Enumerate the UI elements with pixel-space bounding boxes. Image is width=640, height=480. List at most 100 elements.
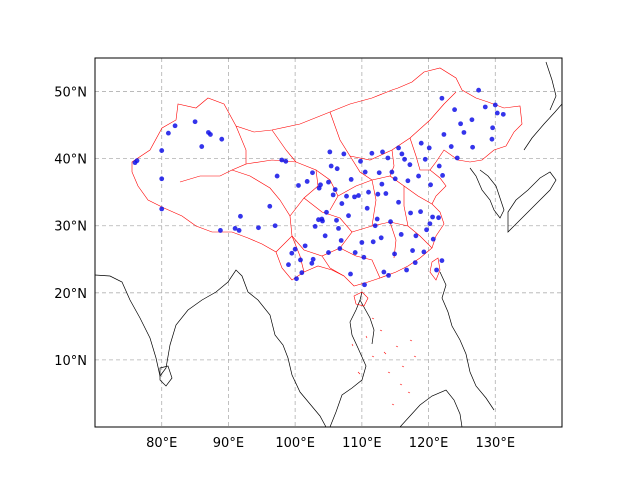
station-point [500, 111, 506, 117]
station-point [334, 217, 339, 223]
station-point [334, 166, 340, 172]
station-point [328, 163, 334, 169]
taiwan [429, 257, 441, 281]
station-point [304, 179, 310, 184]
station-point [218, 228, 223, 233]
station-point [309, 260, 315, 266]
philippines-coastline [439, 271, 495, 411]
station-point [421, 249, 427, 255]
station-point [392, 251, 397, 257]
y-tick-labels: 10°N 20°N 30°N 40°N 50°N [54, 86, 87, 369]
yunnan-border [291, 235, 345, 277]
station-point [396, 199, 401, 205]
station-point [320, 218, 325, 224]
station-point [267, 203, 273, 209]
station-point [344, 193, 349, 199]
station-point [381, 269, 387, 275]
station-point [398, 232, 404, 237]
station-point [159, 206, 165, 212]
station-point [326, 179, 331, 185]
station-point [482, 104, 488, 110]
x-tick-label: 80°E [146, 436, 177, 451]
indochina-coastline [329, 291, 367, 427]
station-point [348, 271, 353, 277]
station-point [298, 257, 303, 263]
station-point [338, 238, 344, 243]
russian-far-east-coastline [523, 103, 562, 151]
station-point [199, 144, 205, 149]
station-point [272, 223, 278, 229]
station-point [434, 267, 439, 273]
x-tick-label: 130°E [476, 436, 516, 451]
station-point [362, 282, 367, 288]
indian-subcontinent-coastline [95, 269, 327, 427]
station-point [388, 219, 393, 225]
station-point [165, 130, 171, 136]
china-outline [131, 67, 523, 287]
station-point [430, 236, 436, 242]
station-point [372, 223, 378, 229]
station-point [361, 254, 367, 260]
y-tick-label: 20°N [54, 287, 87, 302]
station-point [346, 213, 351, 219]
y-tick-label: 50°N [54, 86, 87, 101]
station-point [470, 144, 476, 150]
station-point [436, 163, 442, 169]
station-points [132, 87, 506, 288]
station-point [376, 170, 382, 176]
station-point [490, 125, 496, 131]
station-point [256, 225, 261, 231]
station-point [418, 209, 423, 215]
station-point [416, 173, 421, 179]
station-point [404, 267, 409, 273]
station-point [208, 132, 213, 137]
station-point [336, 226, 341, 231]
station-point [374, 216, 380, 222]
station-point [289, 250, 295, 256]
station-point [326, 250, 331, 255]
station-point [439, 95, 445, 101]
map-axes-frame [94, 57, 563, 428]
station-point [310, 170, 315, 176]
province-borders [131, 67, 523, 406]
station-point [378, 235, 384, 241]
station-point [375, 191, 381, 197]
station-point [364, 205, 370, 211]
x-tick-label: 90°E [213, 436, 244, 451]
station-point [439, 258, 445, 264]
station-point [232, 226, 238, 231]
station-point [458, 121, 463, 127]
station-point [339, 201, 345, 206]
map-axes-background [95, 58, 562, 427]
hainan [353, 291, 369, 307]
station-point [476, 87, 482, 93]
station-point [312, 223, 318, 229]
x-tick-label: 110°E [342, 436, 382, 451]
station-point [385, 155, 391, 161]
station-point [441, 132, 447, 137]
station-point [386, 272, 391, 278]
station-point [219, 136, 225, 142]
y-tick-label: 30°N [54, 220, 87, 235]
borneo-coastline [399, 389, 463, 427]
station-point [337, 246, 343, 251]
station-point [428, 182, 433, 188]
station-point [379, 181, 385, 187]
vietnam-coastline [359, 299, 375, 345]
station-point [410, 248, 415, 253]
station-point [424, 227, 429, 233]
station-point [356, 193, 361, 198]
station-point [327, 149, 333, 155]
station-point [389, 169, 395, 175]
station-point [426, 145, 432, 151]
south-china-sea-islands [351, 317, 417, 406]
station-point [405, 178, 411, 184]
station-point [489, 136, 495, 142]
station-point [422, 156, 428, 162]
station-point [332, 187, 338, 192]
y-tick-label: 10°N [54, 354, 87, 369]
sakhalin [545, 61, 557, 111]
y-tick-label: 40°N [54, 153, 87, 168]
station-point [392, 176, 398, 182]
station-point [383, 191, 389, 196]
